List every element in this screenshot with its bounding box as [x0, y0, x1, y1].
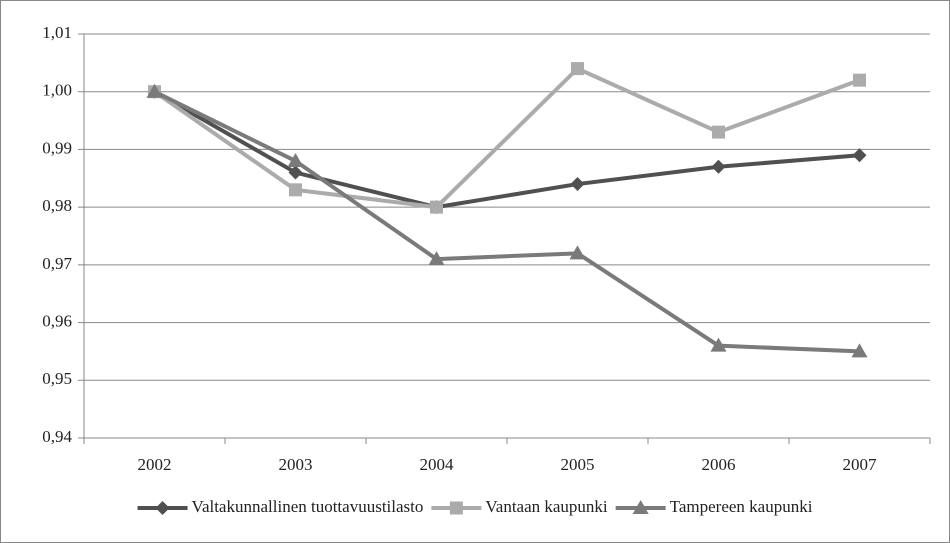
marker: [852, 148, 867, 163]
marker: [428, 251, 445, 266]
x-tick-label: 2002: [138, 455, 172, 474]
marker: [569, 245, 586, 260]
series-line: [153, 89, 860, 354]
marker: [288, 165, 303, 180]
legend-item: Vantaan kaupunki: [431, 497, 608, 516]
marker: [851, 343, 868, 358]
marker: [570, 177, 585, 192]
y-tick-label: 0,97: [42, 254, 72, 273]
x-tick-label: 2004: [420, 455, 455, 474]
marker: [712, 125, 725, 139]
x-tick-label: 2006: [702, 455, 736, 474]
series-line: [153, 89, 860, 210]
legend-label: Valtakunnallinen tuottavuustilasto: [192, 497, 424, 516]
x-tick-label: 2007: [843, 455, 878, 474]
legend-marker: [155, 501, 170, 515]
y-tick-label: 0,99: [42, 138, 72, 157]
legend-label: Tampereen kaupunki: [670, 497, 813, 516]
y-tick-label: 0,96: [42, 311, 72, 330]
marker: [289, 183, 302, 197]
marker: [287, 152, 304, 167]
series-line: [153, 66, 861, 210]
x-tick-label: 2003: [279, 455, 313, 474]
legend-item: Valtakunnallinen tuottavuustilasto: [137, 497, 424, 516]
marker: [430, 200, 443, 214]
y-tick-label: 1,01: [42, 23, 72, 42]
marker: [711, 159, 726, 174]
marker: [853, 73, 866, 87]
marker: [710, 337, 727, 352]
x-tick-label: 2005: [561, 455, 595, 474]
legend-item: Tampereen kaupunki: [615, 497, 813, 516]
y-tick-label: 0,94: [42, 427, 72, 446]
y-tick-label: 0,98: [42, 196, 72, 215]
y-tick-label: 0,95: [42, 369, 72, 388]
legend-marker: [632, 500, 649, 514]
marker: [146, 83, 163, 98]
marker: [571, 62, 584, 76]
legend-marker: [449, 501, 463, 515]
legend-label: Vantaan kaupunki: [485, 497, 608, 516]
y-tick-label: 1,00: [42, 81, 72, 100]
